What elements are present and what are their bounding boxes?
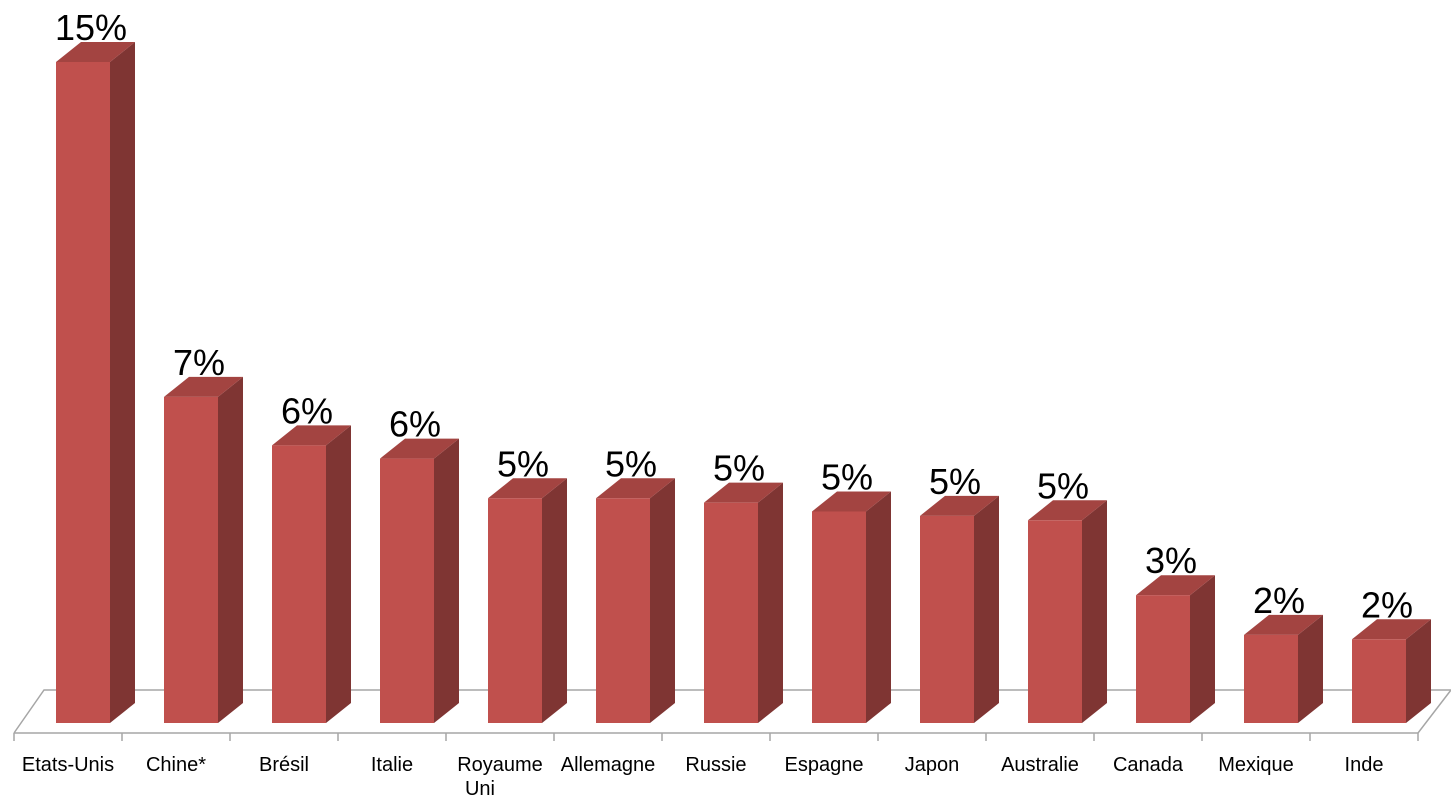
x-tick-label: Australie (1001, 754, 1079, 776)
bar-top (488, 478, 567, 499)
value-label: 2% (1361, 584, 1413, 625)
bar (1352, 619, 1431, 723)
bar (704, 482, 783, 723)
bar-side (758, 482, 783, 723)
bar-side (1082, 500, 1107, 723)
bar-top (704, 482, 783, 503)
bar (272, 425, 351, 723)
bar-front (812, 511, 866, 723)
bar-side (434, 438, 459, 723)
bar (1136, 575, 1215, 723)
bar-front (1352, 639, 1406, 723)
value-label: 6% (281, 390, 333, 431)
bar-top (1136, 575, 1215, 596)
bar-top (380, 438, 459, 459)
bar-front (1028, 520, 1082, 723)
bar-top (272, 425, 351, 446)
value-label: 2% (1253, 580, 1305, 621)
bar-front (164, 396, 218, 723)
bar-top (164, 376, 243, 397)
bar (1244, 614, 1323, 723)
x-tick-label: Canada (1113, 754, 1184, 776)
value-label: 15% (55, 7, 127, 48)
value-label: 3% (1145, 540, 1197, 581)
x-tick-label-group: Royaume Uni (457, 754, 543, 800)
value-label: 5% (713, 448, 765, 489)
bar-side (218, 376, 243, 723)
bar (164, 376, 243, 723)
bar-front (488, 498, 542, 723)
bar-side (1190, 575, 1215, 723)
bar-side (542, 478, 567, 723)
x-tick-label: Italie (371, 754, 413, 776)
x-tick-label: Royaume (457, 754, 543, 776)
bar (380, 438, 459, 723)
bar-front (56, 62, 110, 723)
bar-side (650, 478, 675, 723)
x-tick-label: Uni (465, 778, 495, 800)
value-label: 5% (929, 461, 981, 502)
value-label: 5% (1037, 465, 1089, 506)
bar (596, 478, 675, 723)
x-tick-label: Brésil (259, 754, 309, 776)
bar (812, 491, 891, 723)
bar-side (866, 491, 891, 723)
x-tick-label: Mexique (1218, 754, 1294, 776)
bar-side (1406, 619, 1431, 723)
bar-top (596, 478, 675, 499)
x-tick-label: Inde (1345, 754, 1384, 776)
x-tick-label: Japon (905, 754, 960, 776)
bar-top (920, 495, 999, 516)
x-tick-label: Russie (685, 754, 746, 776)
bar-front (1244, 634, 1298, 723)
bar-top (1244, 614, 1323, 635)
bar (920, 495, 999, 723)
bar-front (596, 498, 650, 723)
bar-front (704, 502, 758, 723)
bar-front (1136, 595, 1190, 723)
bar-top (1028, 500, 1107, 521)
bar-side (974, 495, 999, 723)
bar (1028, 500, 1107, 723)
bar-side (326, 425, 351, 723)
bar (56, 42, 135, 723)
x-tick-label: Allemagne (561, 754, 656, 776)
bar-side (1298, 614, 1323, 723)
bar-front (380, 458, 434, 723)
bar-top (56, 42, 135, 62)
bar-top (1352, 619, 1431, 640)
value-label: 5% (497, 443, 549, 484)
x-tick-label: Chine* (146, 754, 206, 776)
bar-side (110, 42, 135, 723)
x-tick-label: Etats-Unis (22, 754, 114, 776)
value-label: 7% (173, 342, 225, 383)
value-label: 5% (605, 443, 657, 484)
value-label: 5% (821, 456, 873, 497)
bar (488, 478, 567, 723)
bar-front (920, 515, 974, 723)
value-label: 6% (389, 404, 441, 445)
bar-front (272, 445, 326, 723)
bar-top (812, 491, 891, 512)
x-tick-label: Espagne (785, 754, 864, 776)
